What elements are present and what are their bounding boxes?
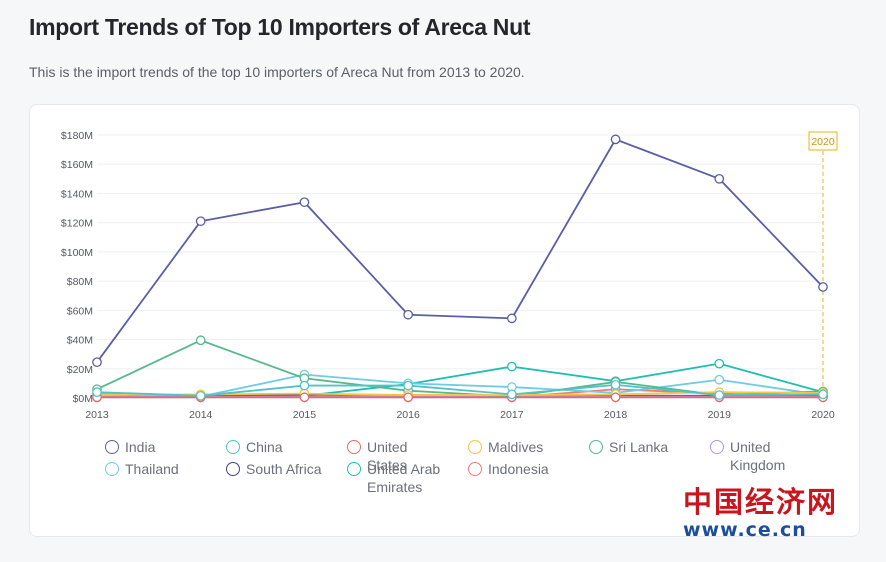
legend-label: China (246, 439, 283, 455)
legend-marker-icon (468, 462, 482, 476)
data-point (92, 387, 102, 398)
x-tick-label: 2017 (500, 409, 524, 421)
x-tick-label: 2016 (396, 409, 420, 421)
legend-label: Sri Lanka (609, 439, 669, 455)
legend-item[interactable]: United Kingdom (710, 438, 785, 474)
legend-marker-icon (226, 462, 240, 476)
legend-marker-icon (589, 440, 603, 454)
data-point (818, 282, 828, 292)
y-tick-label: $120M (61, 218, 93, 230)
x-tick-label: 2018 (604, 409, 628, 421)
data-point (92, 357, 102, 368)
legend-marker-icon (347, 440, 361, 454)
data-point (714, 390, 725, 400)
legend-label: United States (367, 439, 408, 473)
y-tick-label: $80M (67, 276, 93, 288)
data-point (299, 380, 310, 391)
x-tick-label: 2013 (85, 409, 109, 421)
x-tick-label: 2019 (708, 409, 732, 421)
data-point (610, 392, 621, 403)
x-tick-label: 2014 (189, 409, 213, 421)
legend-item[interactable]: Sri Lanka (589, 438, 668, 456)
legend-item[interactable]: United Arab Emirates (347, 460, 440, 496)
data-point (299, 197, 310, 208)
legend-label: Indonesia (488, 461, 549, 477)
legend-label: Maldives (488, 439, 544, 455)
legend-item[interactable]: Thailand (105, 460, 179, 478)
highlight-label-box (808, 131, 838, 151)
data-point (818, 389, 828, 400)
y-tick-label: $20M (67, 364, 93, 376)
legend-item[interactable]: China (226, 438, 283, 456)
data-point (507, 361, 517, 372)
data-point (714, 374, 725, 385)
legend-item[interactable]: Indonesia (468, 460, 549, 478)
legend-label: United Arab Emirates (367, 461, 441, 495)
legend-item[interactable]: South Africa (226, 460, 322, 478)
data-point (507, 389, 517, 400)
y-tick-label: $40M (67, 335, 93, 347)
series-line (96, 383, 824, 397)
data-point (610, 134, 621, 145)
data-point (403, 309, 413, 320)
data-point (714, 173, 725, 184)
highlight-label: 2020 (811, 136, 835, 148)
legend-marker-icon (468, 440, 482, 454)
legend-label: Thailand (125, 461, 179, 477)
data-point (195, 216, 206, 227)
data-point (195, 390, 206, 401)
y-tick-label: $140M (61, 188, 93, 200)
y-tick-label: $60M (67, 305, 93, 317)
y-tick-label: $100M (61, 247, 93, 259)
data-point (610, 379, 621, 390)
x-tick-label: 2020 (811, 409, 835, 421)
data-point (403, 380, 413, 391)
data-point (195, 335, 206, 346)
series-line (96, 138, 824, 363)
watermark-text-cn: 中国经济网 (683, 485, 839, 519)
watermark-url: www.ce.cn (683, 519, 807, 541)
y-tick-label: $0M (73, 393, 93, 405)
y-tick-label: $180M (61, 130, 93, 142)
legend-item[interactable]: United States (347, 438, 407, 474)
page-title: Import Trends of Top 10 Importers of Are… (29, 14, 531, 40)
legend-marker-icon (347, 462, 361, 476)
legend-label: United Kingdom (730, 439, 786, 473)
legend-marker-icon (710, 440, 724, 454)
page-subtitle: This is the import trends of the top 10 … (29, 64, 525, 80)
data-point (714, 358, 725, 369)
data-point (299, 392, 310, 403)
legend-item[interactable]: Maldives (468, 438, 543, 456)
watermark-logo: 中国经济网 www.ce.cn (683, 486, 853, 546)
y-tick-label: $160M (61, 159, 93, 171)
legend-label: South Africa (246, 461, 322, 477)
x-tick-label: 2015 (293, 409, 317, 421)
data-point (403, 392, 413, 403)
legend-marker-icon (105, 462, 119, 476)
legend-marker-icon (226, 440, 240, 454)
data-point (507, 313, 517, 324)
legend-label: India (125, 439, 156, 455)
series-line (96, 373, 824, 398)
legend-item[interactable]: India (105, 438, 155, 456)
legend-marker-icon (105, 440, 119, 454)
